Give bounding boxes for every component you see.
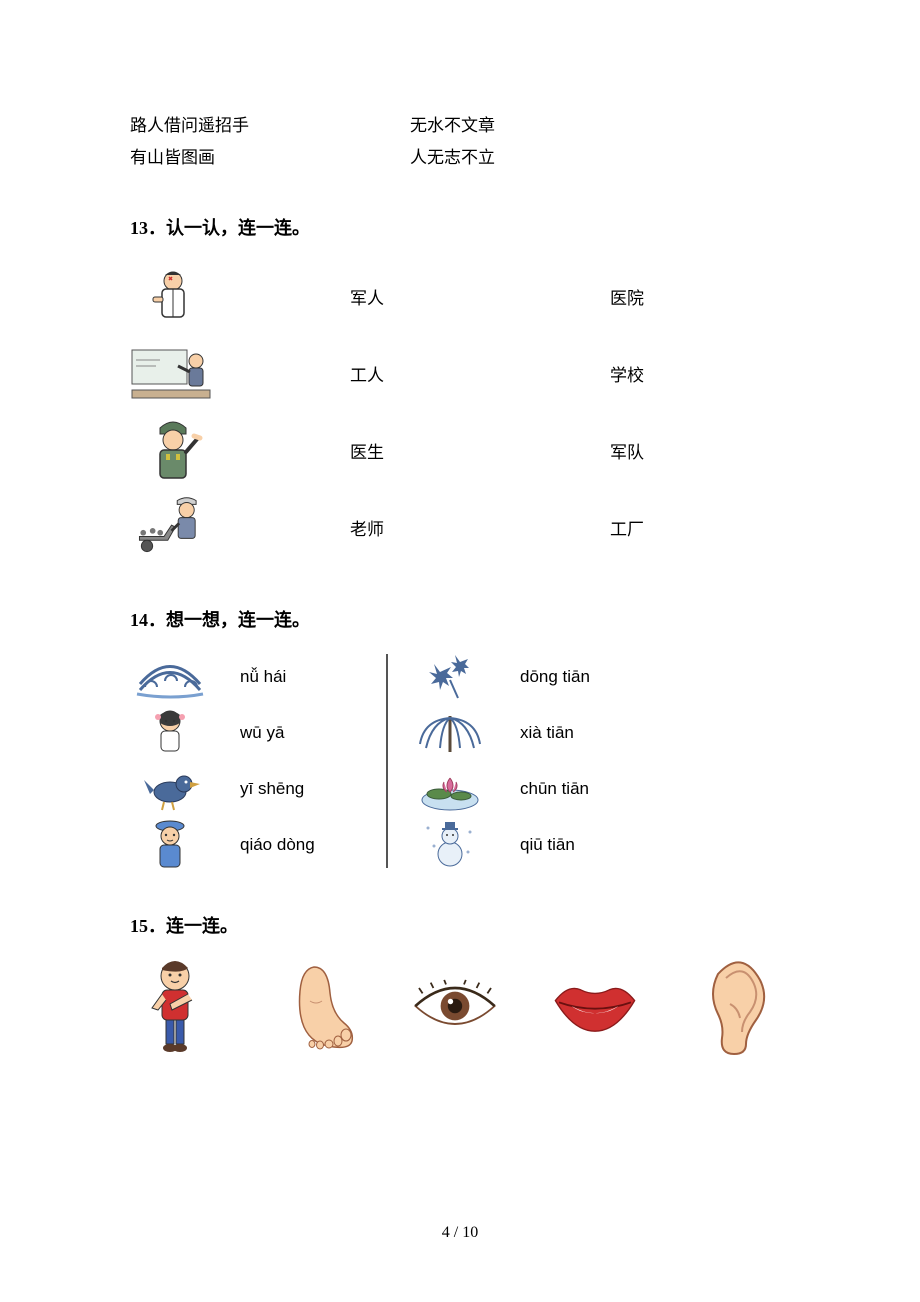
q13-word-2: 医生 <box>270 438 490 463</box>
worker-icon <box>130 495 215 560</box>
intro-2-right: 人无志不立 <box>410 142 495 174</box>
doctor-icon <box>130 264 215 329</box>
q14-left-pinyin-2: yī shēng <box>240 779 380 799</box>
q13-word-1: 工人 <box>270 361 490 386</box>
q14-content: nǚ hái wū yā yī <box>130 650 790 872</box>
boy-icon <box>130 956 220 1056</box>
doctor2-icon <box>130 818 210 872</box>
q13-word-3: 老师 <box>270 515 490 540</box>
q14-title: 14．想一想，连一连。 <box>130 606 790 632</box>
q15-row <box>130 956 790 1056</box>
intro-1-right: 无水不文章 <box>410 110 495 142</box>
lotus-icon <box>410 762 490 816</box>
snowman-icon <box>410 818 490 872</box>
q13-place-1: 学校 <box>490 361 690 386</box>
q13-place-2: 军队 <box>490 438 690 463</box>
intro-1-left: 路人借问遥招手 <box>130 110 410 142</box>
q14-right-pinyin-3: qiū tiān <box>520 835 660 855</box>
q14-right-pinyin-0: dōng tiān <box>520 667 660 687</box>
q14-left-pinyin-1: wū yā <box>240 723 380 743</box>
q13-title: 13．认一认，连一连。 <box>130 214 790 240</box>
q14-right-pinyin-2: chūn tiān <box>520 779 660 799</box>
q14-left-pinyin-3: qiáo dòng <box>240 835 380 855</box>
q15-title: 15．连一连。 <box>130 912 790 938</box>
bridge-icon <box>130 650 210 704</box>
willow-icon <box>410 706 490 760</box>
q14-right-pinyin-1: xià tiān <box>520 723 660 743</box>
soldier-icon <box>130 418 215 483</box>
ear-icon <box>690 956 780 1056</box>
page-number: 4 / 10 <box>0 1224 920 1242</box>
q14-left-pinyin-0: nǚ hái <box>240 667 380 687</box>
q13-place-3: 工厂 <box>490 515 690 540</box>
crow-icon <box>130 762 210 816</box>
intro-2-left: 有山皆图画 <box>130 142 410 174</box>
q14-divider <box>386 654 388 868</box>
maple-icon <box>410 650 490 704</box>
girl-icon <box>130 706 210 760</box>
intro-row-2: 有山皆图画 人无志不立 <box>130 142 790 174</box>
q13-place-0: 医院 <box>490 284 690 309</box>
teacher-icon <box>130 341 215 406</box>
intro-row-1: 路人借问遥招手 无水不文章 <box>130 110 790 142</box>
eye-icon <box>410 956 500 1056</box>
foot-icon <box>270 956 360 1056</box>
q14-left-col: nǚ hái wū yā yī <box>130 650 380 872</box>
q13-word-0: 军人 <box>270 284 490 309</box>
q13-table: 军人 医院 工人 学校 <box>130 258 790 566</box>
q14-right-col: dōng tiān xià tiān chūn tiān <box>410 650 660 872</box>
mouth-icon <box>550 956 640 1056</box>
